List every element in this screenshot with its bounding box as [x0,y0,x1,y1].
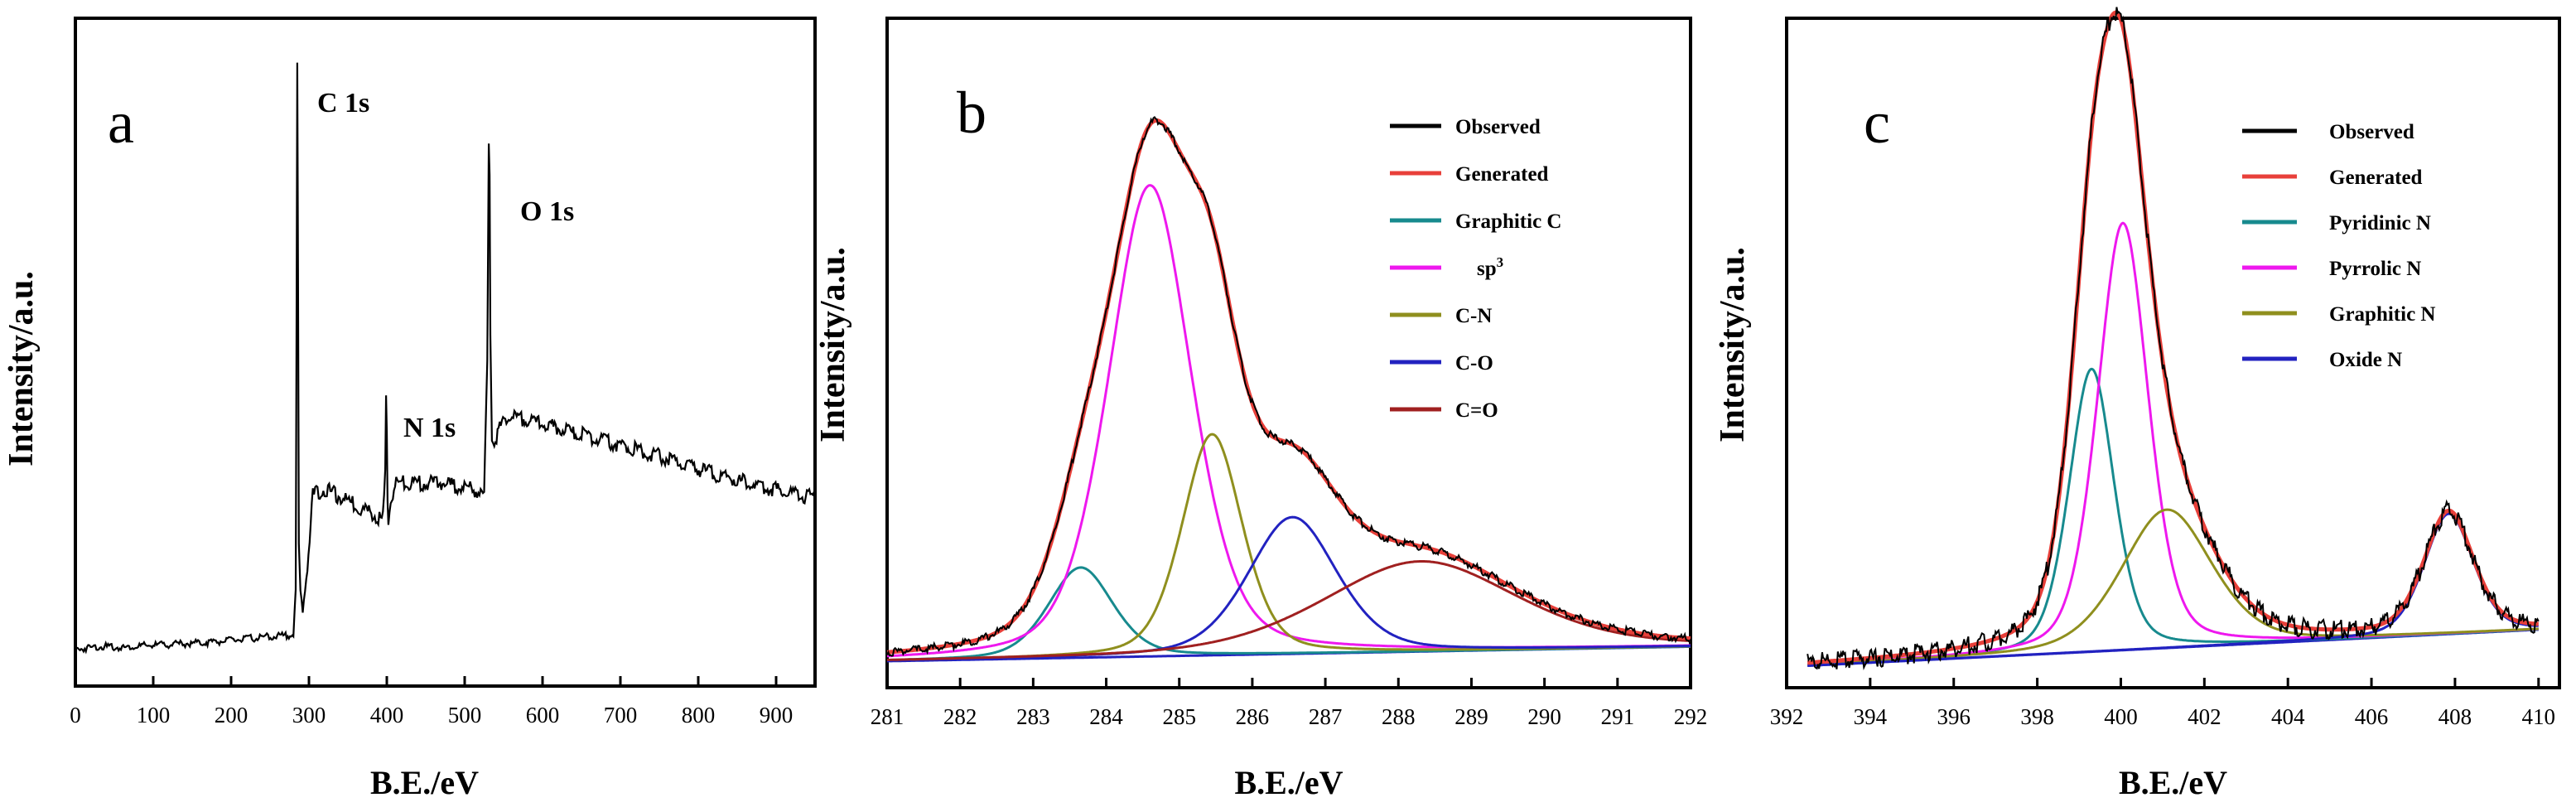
x-tick-label: 800 [682,703,716,727]
x-tick-label: 291 [1601,704,1635,729]
x-tick-label: 408 [2439,704,2472,729]
x-tick-label: 286 [1236,704,1270,729]
component-oxide-n [1807,512,2539,667]
x-axis-label: B.E./eV [1234,764,1343,801]
x-tick-label: 285 [1162,704,1196,729]
x-tick-label: 281 [871,704,904,729]
legend-label: C-N [1455,305,1492,327]
x-axis-label: B.E./eV [370,764,479,801]
x-tick-label: 287 [1309,704,1343,729]
peak-annotation: N 1s [403,413,456,443]
component-c-o [887,515,1691,662]
panel-label: c [1864,89,1890,156]
plot-frame [74,17,817,688]
component-graphitic-n [1807,508,2539,666]
legend-label: Observed [2329,121,2414,143]
plot-frame [885,17,1692,689]
x-tick-label: 284 [1089,704,1123,729]
x-tick-label: 396 [1937,704,1971,729]
legend-label: Generated [1455,163,1549,186]
observed-spectrum-line [886,115,1691,657]
panel-label: b [957,80,987,146]
x-tick-label: 288 [1382,704,1416,729]
component-c-o [887,560,1691,661]
legend-label: Oxide N [2329,349,2402,371]
x-tick-label: 300 [292,703,326,727]
x-tick-label: 0 [70,703,81,727]
y-axis-label: Intensity/a.u. [2,271,41,466]
legend-label: Observed [1455,116,1541,138]
peak-annotation: O 1s [520,196,574,227]
legend-label: Graphitic N [2329,303,2435,326]
legend-label: Graphitic C [1455,210,1561,233]
x-tick-label: 282 [943,704,977,729]
x-tick-label: 289 [1454,704,1488,729]
panel-c: 392 394 396 398 400 402 404 406 408 410 B.E./eV Int… [1714,7,2561,801]
x-tick-label: 500 [448,703,482,727]
x-tick-label: 283 [1016,704,1050,729]
panel-b: 281 282 283 284 285 286 287 288 289 290 291 292 B.E.… [814,17,1708,801]
peak-annotation: C 1s [317,88,369,118]
x-tick-label: 600 [526,703,560,727]
x-tick-label: 290 [1527,704,1561,729]
x-tick-label: 394 [1854,704,1888,729]
legend-label: Generated [2329,167,2423,189]
component-sp3 [886,184,1691,658]
x-tick-label: 900 [760,703,794,727]
x-tick-label: 700 [604,703,638,727]
panel-a: 0 100 200 300 400 500 600 700 800 900 B.E./eV Inten… [2,17,817,801]
x-tick-label: 410 [2522,704,2556,729]
x-tick-label: 400 [370,703,404,727]
x-tick-label: 292 [1674,704,1708,729]
legend-label: Pyridinic N [2329,212,2431,234]
x-axis-label: B.E./eV [2119,764,2227,801]
legend-label: C=O [1455,399,1498,422]
legend-label: Pyrrolic N [2329,258,2421,280]
legend-label: C-O [1455,352,1493,375]
x-tick-label: 200 [215,703,248,727]
panel-label: a [108,89,134,156]
x-tick-label: 100 [137,703,171,727]
legend-label: sp3 [1477,254,1503,280]
x-tick-label: 392 [1770,704,1804,729]
x-tick-label: 404 [2271,704,2305,729]
survey-spectrum-line [75,62,817,655]
generated-envelope-line [886,118,1691,655]
y-axis-label: Intensity/a.u. [814,247,852,442]
x-tick-label: 402 [2188,704,2221,729]
x-tick-label: 400 [2104,704,2138,729]
x-tick-label: 398 [2020,704,2054,729]
component-pyrrolic-n [1807,221,2539,666]
x-tick-label: 406 [2355,704,2389,729]
observed-spectrum-line [1807,7,2540,670]
y-axis-label: Intensity/a.u. [1714,247,1752,442]
plot-frame [1785,17,2561,689]
